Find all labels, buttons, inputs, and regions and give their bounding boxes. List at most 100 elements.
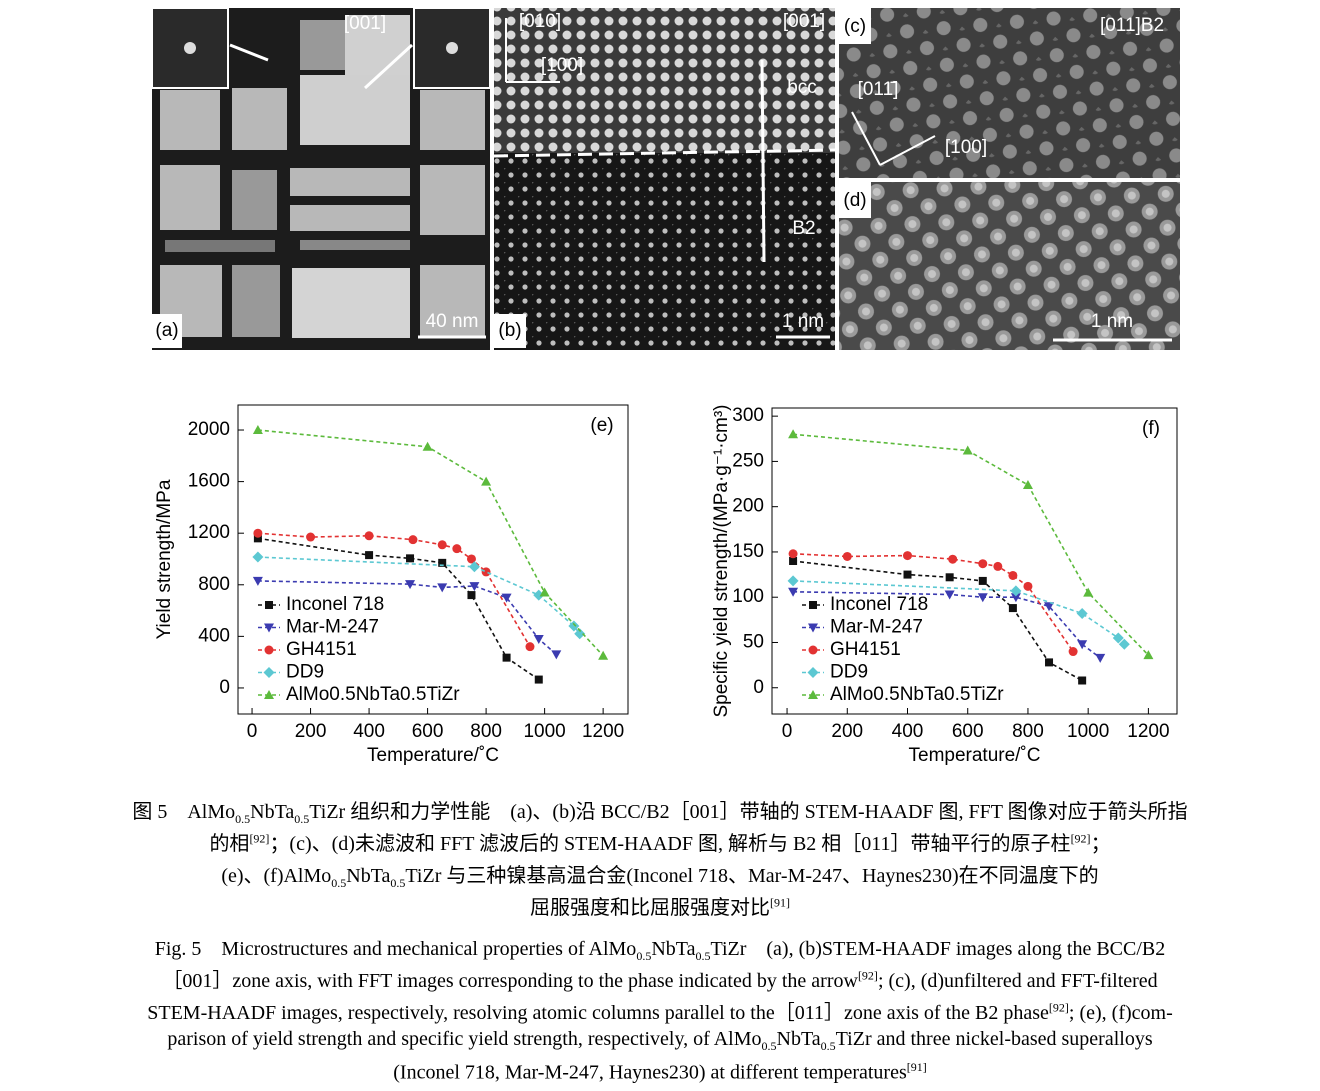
y-tick-label: 100 — [732, 586, 764, 607]
marker — [502, 653, 511, 662]
marker — [962, 445, 973, 455]
marker — [1008, 570, 1018, 580]
caption-text: TiZr 与三种镍基高温合金(Inconel 718、Mar-M-247、Hay… — [405, 865, 1099, 887]
marker — [525, 642, 535, 652]
zone-label: [011]B2 — [1100, 15, 1164, 36]
scale-label: 1 nm — [782, 311, 824, 332]
caption-sub: 0.5 — [294, 812, 310, 826]
legend-label: DD9 — [286, 662, 324, 683]
marker — [534, 675, 543, 684]
lattice-bcc — [494, 8, 835, 153]
x-tick-label: 1000 — [1067, 721, 1109, 742]
marker — [842, 551, 852, 561]
lattice-b2 — [494, 153, 835, 350]
marker — [405, 580, 416, 590]
caption-text: STEM-HAADF images, respectively, resolvi… — [147, 1002, 1049, 1024]
marker — [252, 425, 263, 435]
caption-line: parison of yield strength and specific y… — [0, 1028, 1320, 1054]
caption-text: 图 5 AlMo — [132, 801, 236, 823]
caption-text: NbTa — [346, 865, 391, 887]
y-tick-label: 50 — [743, 631, 764, 652]
marker — [467, 591, 476, 600]
y-tick-label: 0 — [219, 677, 230, 698]
marker — [466, 554, 476, 564]
marker — [533, 589, 545, 601]
marker — [1078, 676, 1087, 685]
label-bg — [152, 314, 182, 348]
caption-text: 的相 — [209, 833, 250, 855]
marker — [406, 554, 415, 563]
caption-sub: 0.5 — [390, 876, 406, 890]
caption-text: ； — [1090, 833, 1111, 855]
phase-label: B2 — [792, 218, 815, 239]
image-b: [010] [100] [001] bcc B2 (b) 1 nm — [493, 8, 836, 350]
zone-label: [001] — [344, 13, 386, 34]
marker — [1095, 653, 1106, 663]
caption-sub: 0.5 — [331, 876, 347, 890]
marker — [252, 576, 263, 586]
legend-label: Inconel 718 — [830, 594, 928, 615]
caption-text: (Inconel 718, Mar-M-247, Haynes230) at d… — [393, 1061, 907, 1084]
caption-sup: [92] — [857, 968, 878, 983]
legend-label: Mar-M-247 — [286, 617, 379, 638]
lattice — [839, 182, 1180, 350]
caption-text: ；(c)、(d)未滤波和 FFT 滤波后的 STEM-HAADF 图, 解析与 … — [269, 833, 1071, 855]
phase-label: bcc — [787, 77, 817, 98]
panel-label: (d) — [843, 190, 866, 211]
marker — [1076, 608, 1088, 620]
marker — [306, 532, 316, 542]
interface — [493, 148, 836, 158]
marker — [787, 575, 799, 587]
marker — [1008, 604, 1017, 613]
precipitates — [160, 15, 485, 338]
marker — [1044, 602, 1055, 612]
y-tick-label: 200 — [732, 496, 764, 517]
x-tick-label: 800 — [1012, 721, 1044, 742]
y-tick-label: 150 — [732, 541, 764, 562]
label-bg — [839, 182, 871, 218]
marker — [903, 551, 913, 561]
direction-label: [100] — [945, 137, 987, 158]
panel-label: (e) — [590, 415, 613, 436]
marker — [598, 650, 609, 660]
caption-text: 屈服强度和比屈服强度对比 — [530, 897, 770, 919]
scale-label: 1 nm — [1091, 311, 1133, 332]
x-tick-label: 0 — [247, 721, 258, 742]
scale-label: 40 nm — [426, 311, 479, 332]
caption-text: NbTa — [776, 1028, 821, 1050]
y-tick-label: 400 — [198, 625, 230, 646]
axis-arrow — [879, 135, 936, 166]
arrow — [229, 43, 269, 62]
caption-line: 屈服强度和比屈服强度对比[91] — [0, 891, 1320, 920]
marker — [945, 573, 954, 582]
marker — [1077, 640, 1088, 650]
legend-label: DD9 — [830, 662, 868, 683]
x-tick-label: 200 — [295, 721, 327, 742]
marker — [1118, 638, 1130, 650]
panel-label: (f) — [1142, 418, 1160, 439]
caption-sub: 0.5 — [235, 812, 251, 826]
panel-label: (c) — [844, 16, 866, 37]
legend-marker — [264, 645, 274, 655]
marker — [1112, 632, 1124, 644]
image-d: (d) 1 nm — [839, 182, 1180, 350]
caption-line: 的相 [92]；(c)、(d)未滤波和 FFT 滤波后的 STEM-HAADF 图… — [0, 827, 1320, 856]
caption-sub: 0.5 — [820, 1039, 836, 1053]
plot-frame — [771, 407, 1178, 715]
caption-sup: [92] — [1070, 831, 1091, 846]
direction-label: [011̄] — [858, 79, 899, 100]
caption-text: NbTa — [651, 938, 696, 960]
marker — [993, 561, 1003, 571]
x-axis-label: Temperature/˚C — [909, 745, 1041, 766]
marker — [1023, 581, 1033, 591]
axis-arrow — [851, 111, 881, 166]
marker — [1083, 587, 1094, 597]
caption-line: 图 5 AlMo0.5NbTa0.5TiZr 组织和力学性能 (a)、(b)沿 … — [0, 795, 1320, 827]
marker — [944, 590, 955, 600]
legend-label: GH4151 — [830, 639, 901, 660]
panel-label: (a) — [155, 320, 178, 341]
caption-text: TiZr and three nickel-based superalloys — [835, 1028, 1153, 1050]
legend-marker — [264, 690, 274, 699]
label-bg — [839, 8, 871, 44]
x-tick-label: 1200 — [582, 721, 624, 742]
